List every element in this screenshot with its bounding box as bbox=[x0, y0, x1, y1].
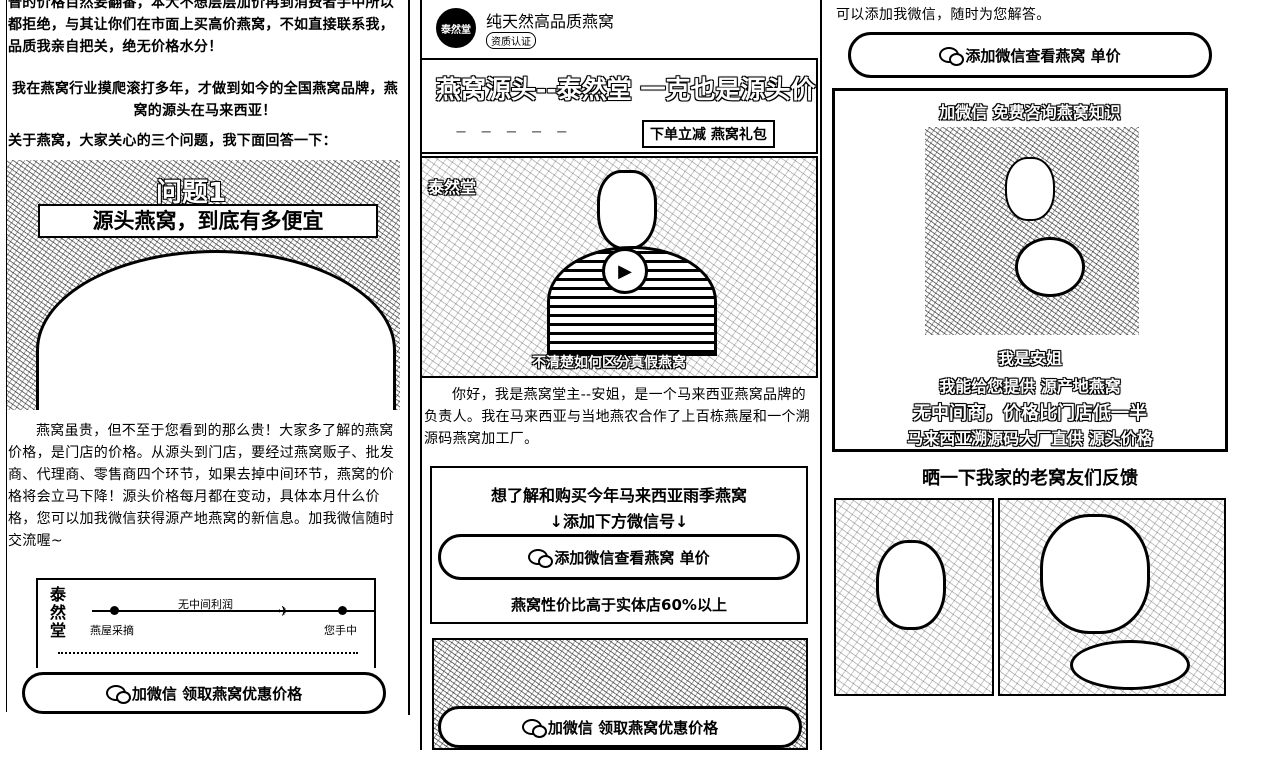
diagram-dotted-divider bbox=[58, 652, 358, 654]
feedback-photo-left bbox=[834, 498, 994, 696]
claim-discount-button[interactable]: 加微信 领取燕窝优惠价格 bbox=[22, 672, 386, 714]
bowl-sketch bbox=[1070, 640, 1190, 690]
claim-discount-label: 加微信 领取燕窝优惠价格 bbox=[131, 684, 303, 703]
add-wechat-button-middle[interactable]: 添加微信查看燕窝 单价 bbox=[438, 534, 800, 580]
supply-chain-diagram: 泰然堂 无中间利润 ✈ 燕屋采摘 您手中 bbox=[36, 578, 376, 668]
wechat-icon bbox=[939, 47, 965, 66]
promo-line-1: 想了解和购买今年马来西亚雨季燕窝 bbox=[490, 486, 747, 505]
verified-badge: 资质认证 bbox=[486, 32, 536, 49]
question-image: 问题1 源头燕窝，到底有多便宜 bbox=[6, 160, 400, 410]
card-line-4: 马来西亚溯源码大厂直供 源头价格 bbox=[907, 429, 1153, 448]
card-line-3: 无中间商，价格比门店低一半 bbox=[913, 403, 1147, 424]
feedback-heading: 晒一下我家的老窝友们反馈 bbox=[922, 468, 1138, 489]
video-logo: 泰然堂 bbox=[428, 178, 477, 197]
card-line-1: 我是安姐 bbox=[997, 349, 1062, 368]
profile-name: 纯天然高品质燕窝 bbox=[486, 12, 615, 31]
claim-discount-label: 加微信 领取燕窝优惠价格 bbox=[547, 718, 719, 737]
diagram-middle-label: 无中间利润 bbox=[178, 598, 233, 611]
add-wechat-button-right[interactable]: 添加微信查看燕窝 单价 bbox=[848, 32, 1212, 78]
banner-small-text: 一 一 一 一 一 bbox=[456, 128, 573, 139]
profile-avatar-text: 泰然堂 bbox=[441, 24, 471, 36]
diagram-line bbox=[92, 610, 374, 612]
claim-discount-button-middle[interactable]: 加微信 领取燕窝优惠价格 bbox=[438, 706, 802, 748]
banner-title: 燕窝源头--泰然堂 一克也是源头价 bbox=[436, 75, 816, 104]
diagram-start-label: 燕屋采摘 bbox=[90, 624, 134, 637]
bio-paragraph: 你好，我是燕窝堂主--安姐，是一个马来西亚燕窝品牌的负责人。我在马来西亚与当地燕… bbox=[424, 387, 811, 447]
claim-paragraph: 我在燕窝行业摸爬滚打多年，才做到如今的全国燕窝品牌，燕窝的源头在马来西亚！ bbox=[11, 81, 399, 119]
wechat-icon bbox=[528, 549, 554, 568]
promo-line-2: ↓添加下方微信号↓ bbox=[549, 512, 689, 531]
column-right: 可以添加我微信，随时为您解答。 添加微信查看燕窝 单价 加微信 免费咨询燕窝知识… bbox=[830, 0, 1235, 759]
top-text: 可以添加我微信，随时为您解答。 bbox=[836, 7, 1051, 23]
profile-avatar: 泰然堂 bbox=[436, 8, 476, 48]
feedback-photo-right bbox=[998, 498, 1226, 696]
bottom-photo: 加微信 领取燕窝优惠价格 bbox=[432, 638, 808, 750]
airplane-icon: ✈ bbox=[278, 604, 290, 620]
column-divider-left bbox=[6, 0, 7, 712]
card-line-2: 我能给您提供 源产地燕窝 bbox=[939, 377, 1121, 396]
bird-nest-sketch bbox=[36, 250, 396, 410]
wechat-icon bbox=[105, 685, 131, 704]
question-tag: 问题1 bbox=[156, 178, 227, 208]
intro-paragraph: 普的价格百然妄翻番，本大不想层层加价再到消费者手中所以都拒绝，与其让你们在市面上… bbox=[8, 0, 395, 55]
column-divider-1 bbox=[408, 0, 410, 715]
promo-box: 想了解和购买今年马来西亚雨季燕窝 ↓添加下方微信号↓ 添加微信查看燕窝 单价 燕… bbox=[430, 466, 808, 624]
video-subtitle: 不清楚如何区分真假燕窝 bbox=[532, 355, 686, 371]
promo-banner: 燕窝源头--泰然堂 一克也是源头价 一 一 一 一 一 下单立减 燕窝礼包 bbox=[420, 58, 818, 154]
diagram-brand: 泰然堂 bbox=[50, 585, 67, 640]
diagram-dot-start bbox=[110, 606, 119, 615]
add-wechat-label: 添加微信查看燕窝 单价 bbox=[554, 548, 710, 567]
promo-note: 燕窝性价比高于实体店60%以上 bbox=[511, 596, 727, 614]
consult-tag: 加微信 免费咨询燕窝知识 bbox=[939, 103, 1121, 122]
add-wechat-label: 添加微信查看燕窝 单价 bbox=[965, 46, 1121, 65]
presenter-head bbox=[597, 170, 657, 250]
customer-face-right bbox=[1040, 514, 1150, 634]
questions-heading: 关于燕窝，大家关心的三个问题，我下面回答一下： bbox=[8, 133, 337, 149]
wechat-icon bbox=[521, 719, 547, 738]
column-left: 普的价格百然妄翻番，本大不想层层加价再到消费者手中所以都拒绝，与其让你们在市面上… bbox=[0, 0, 410, 759]
consult-card: 加微信 免费咨询燕窝知识 我是安姐 我能给您提供 源产地燕窝 无中间商，价格比门… bbox=[832, 88, 1228, 452]
answer-paragraph: 燕窝虽贵，但不至于您看到的那么贵！大家多了解的燕窝价格，是门店的价格。从源头到门… bbox=[8, 423, 395, 549]
column-middle: 泰然堂 纯天然高品质燕窝 资质认证 燕窝源头--泰然堂 一克也是源头价 一 一 … bbox=[418, 0, 822, 759]
question-title: 源头燕窝，到底有多便宜 bbox=[92, 209, 324, 233]
question-title-box: 源头燕窝，到底有多便宜 bbox=[38, 204, 378, 238]
diagram-dot-end bbox=[338, 606, 347, 615]
profile-header[interactable]: 泰然堂 纯天然高品质燕窝 资质认证 bbox=[430, 6, 810, 52]
presenter-photo bbox=[925, 127, 1139, 335]
intro-video[interactable]: 泰然堂 ▶ 不清楚如何区分真假燕窝 bbox=[420, 156, 818, 378]
bird-nest-bowl bbox=[1015, 237, 1085, 297]
play-icon[interactable]: ▶ bbox=[602, 248, 648, 294]
banner-gift-tag: 下单立减 燕窝礼包 bbox=[642, 120, 775, 148]
customer-face-left bbox=[876, 540, 946, 630]
column-divider-3 bbox=[820, 0, 822, 750]
diagram-end-label: 您手中 bbox=[324, 624, 357, 637]
presenter-face bbox=[1005, 157, 1055, 221]
